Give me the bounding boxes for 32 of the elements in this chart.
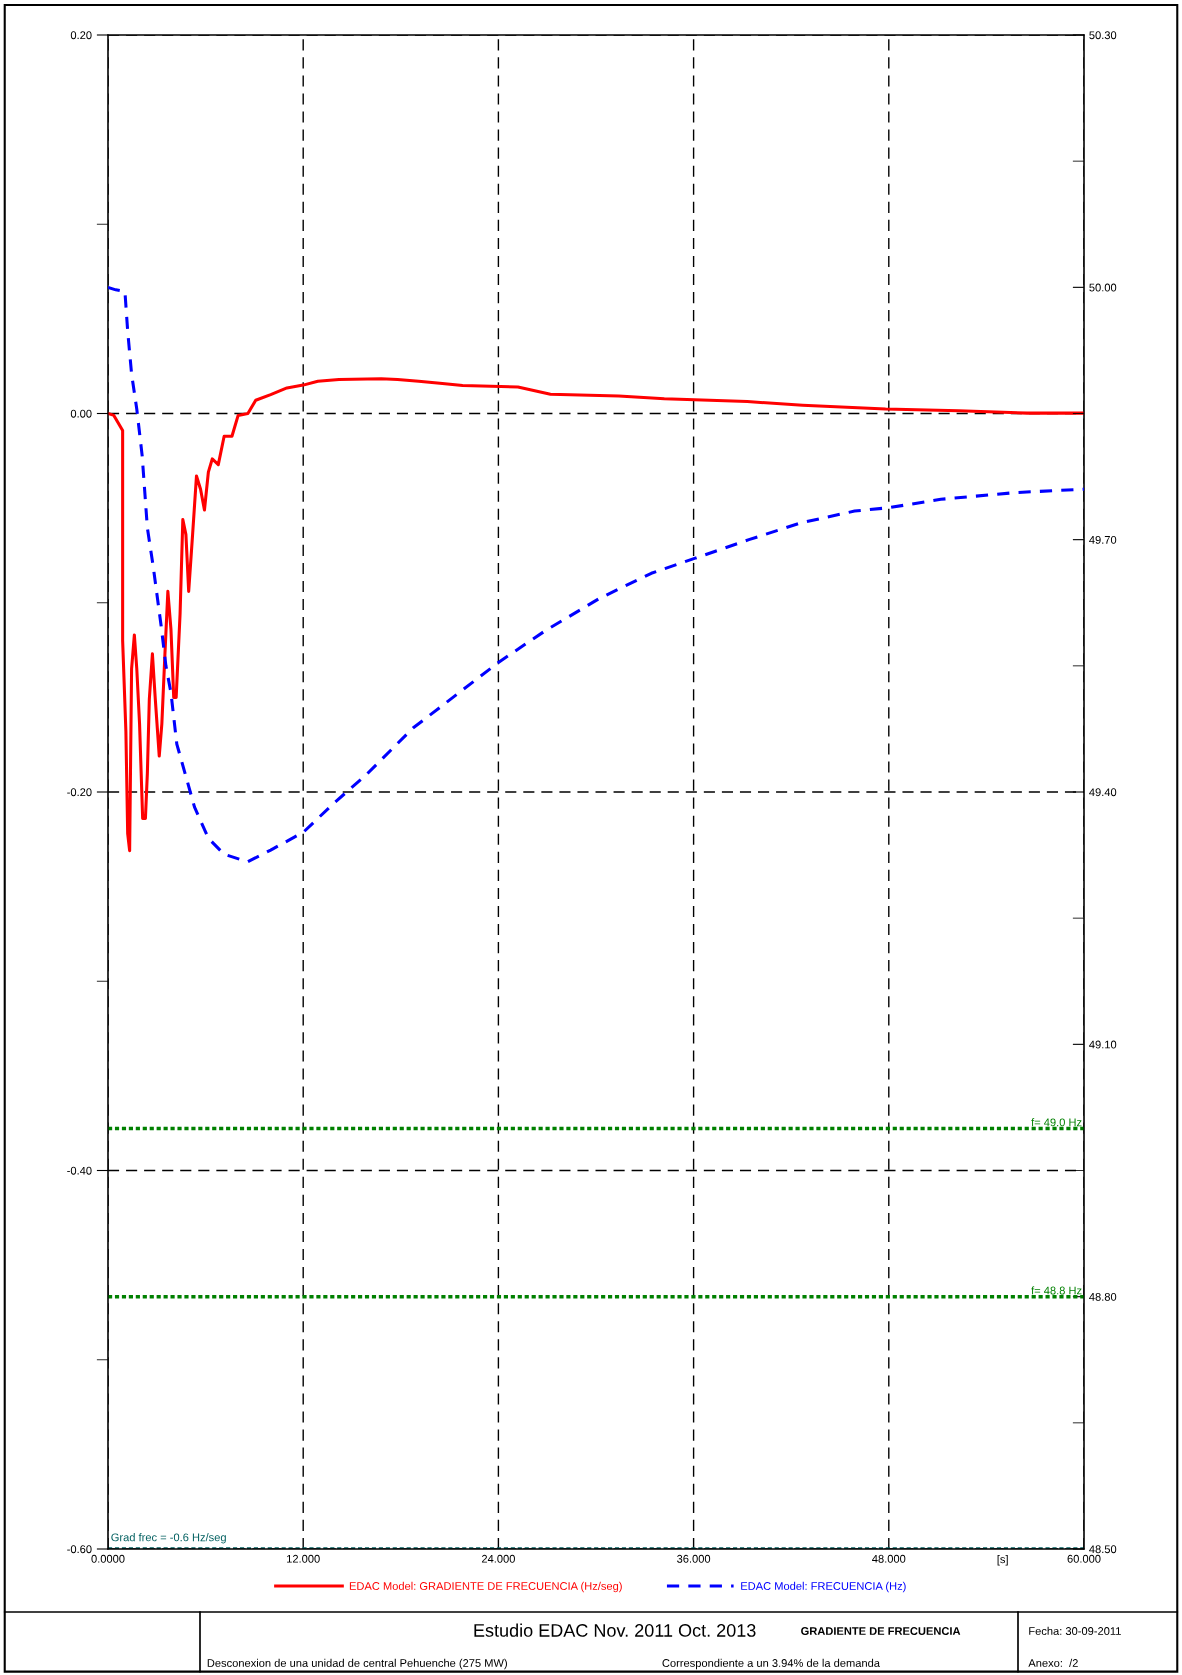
line-series [108,377,1084,853]
y-tick-label: -0.60 [67,1545,92,1554]
ref-line-label: Grad frec = -0.6 Hz/seg [111,1533,226,1544]
y2-tick-label: 48.80 [1089,1292,1117,1301]
y-tick-label: -0.20 [67,788,92,797]
text: GRADIENTE DE FRECUENCIA [801,1627,961,1635]
ref-line-label: f= 49.0 Hz [1031,1118,1082,1127]
text: Correspondiente a un 3.94% de la demanda [662,1658,880,1670]
y2-tick-label: 50.30 [1089,31,1117,40]
line-series [108,285,1084,864]
text: Desconexion de una unidad de central Pehuenche (275 MW) [207,1658,507,1670]
x-tick-label: 12.000 [287,1554,320,1563]
x-axis-title: [s] [997,1555,1008,1566]
y2-tick-label: 49.70 [1089,535,1117,544]
y2-tick-label: 49.40 [1089,788,1117,797]
ref-line-label: f= 48.8 Hz [1031,1286,1082,1295]
x-tick-label: 48.000 [872,1554,906,1563]
y2-tick-label: 48.50 [1089,1545,1117,1554]
y-tick-label: 0.00 [70,409,92,418]
x-tick-label: 0.0000 [91,1554,125,1563]
y2-tick-label: 49.10 [1089,1040,1117,1049]
text: Anexo: /2 [1028,1658,1078,1667]
x-tick-label: 36.000 [677,1554,711,1563]
y2-tick-label: 50.00 [1089,283,1117,292]
text: Fecha: 30-09-2011 [1029,1626,1121,1635]
x-tick-label: 24.000 [481,1554,515,1563]
x-tick-label: 60.000 [1067,1554,1101,1563]
y-tick-label: 0.20 [70,31,92,40]
text: EDAC Model: FRECUENCIA (Hz) [741,1581,906,1593]
text: Estudio EDAC Nov. 2011 Oct. 2013 [474,1623,756,1637]
text: EDAC Model: GRADIENTE DE FRECUENCIA (Hz/seg) [349,1581,622,1593]
y-tick-label: -0.40 [67,1166,92,1175]
